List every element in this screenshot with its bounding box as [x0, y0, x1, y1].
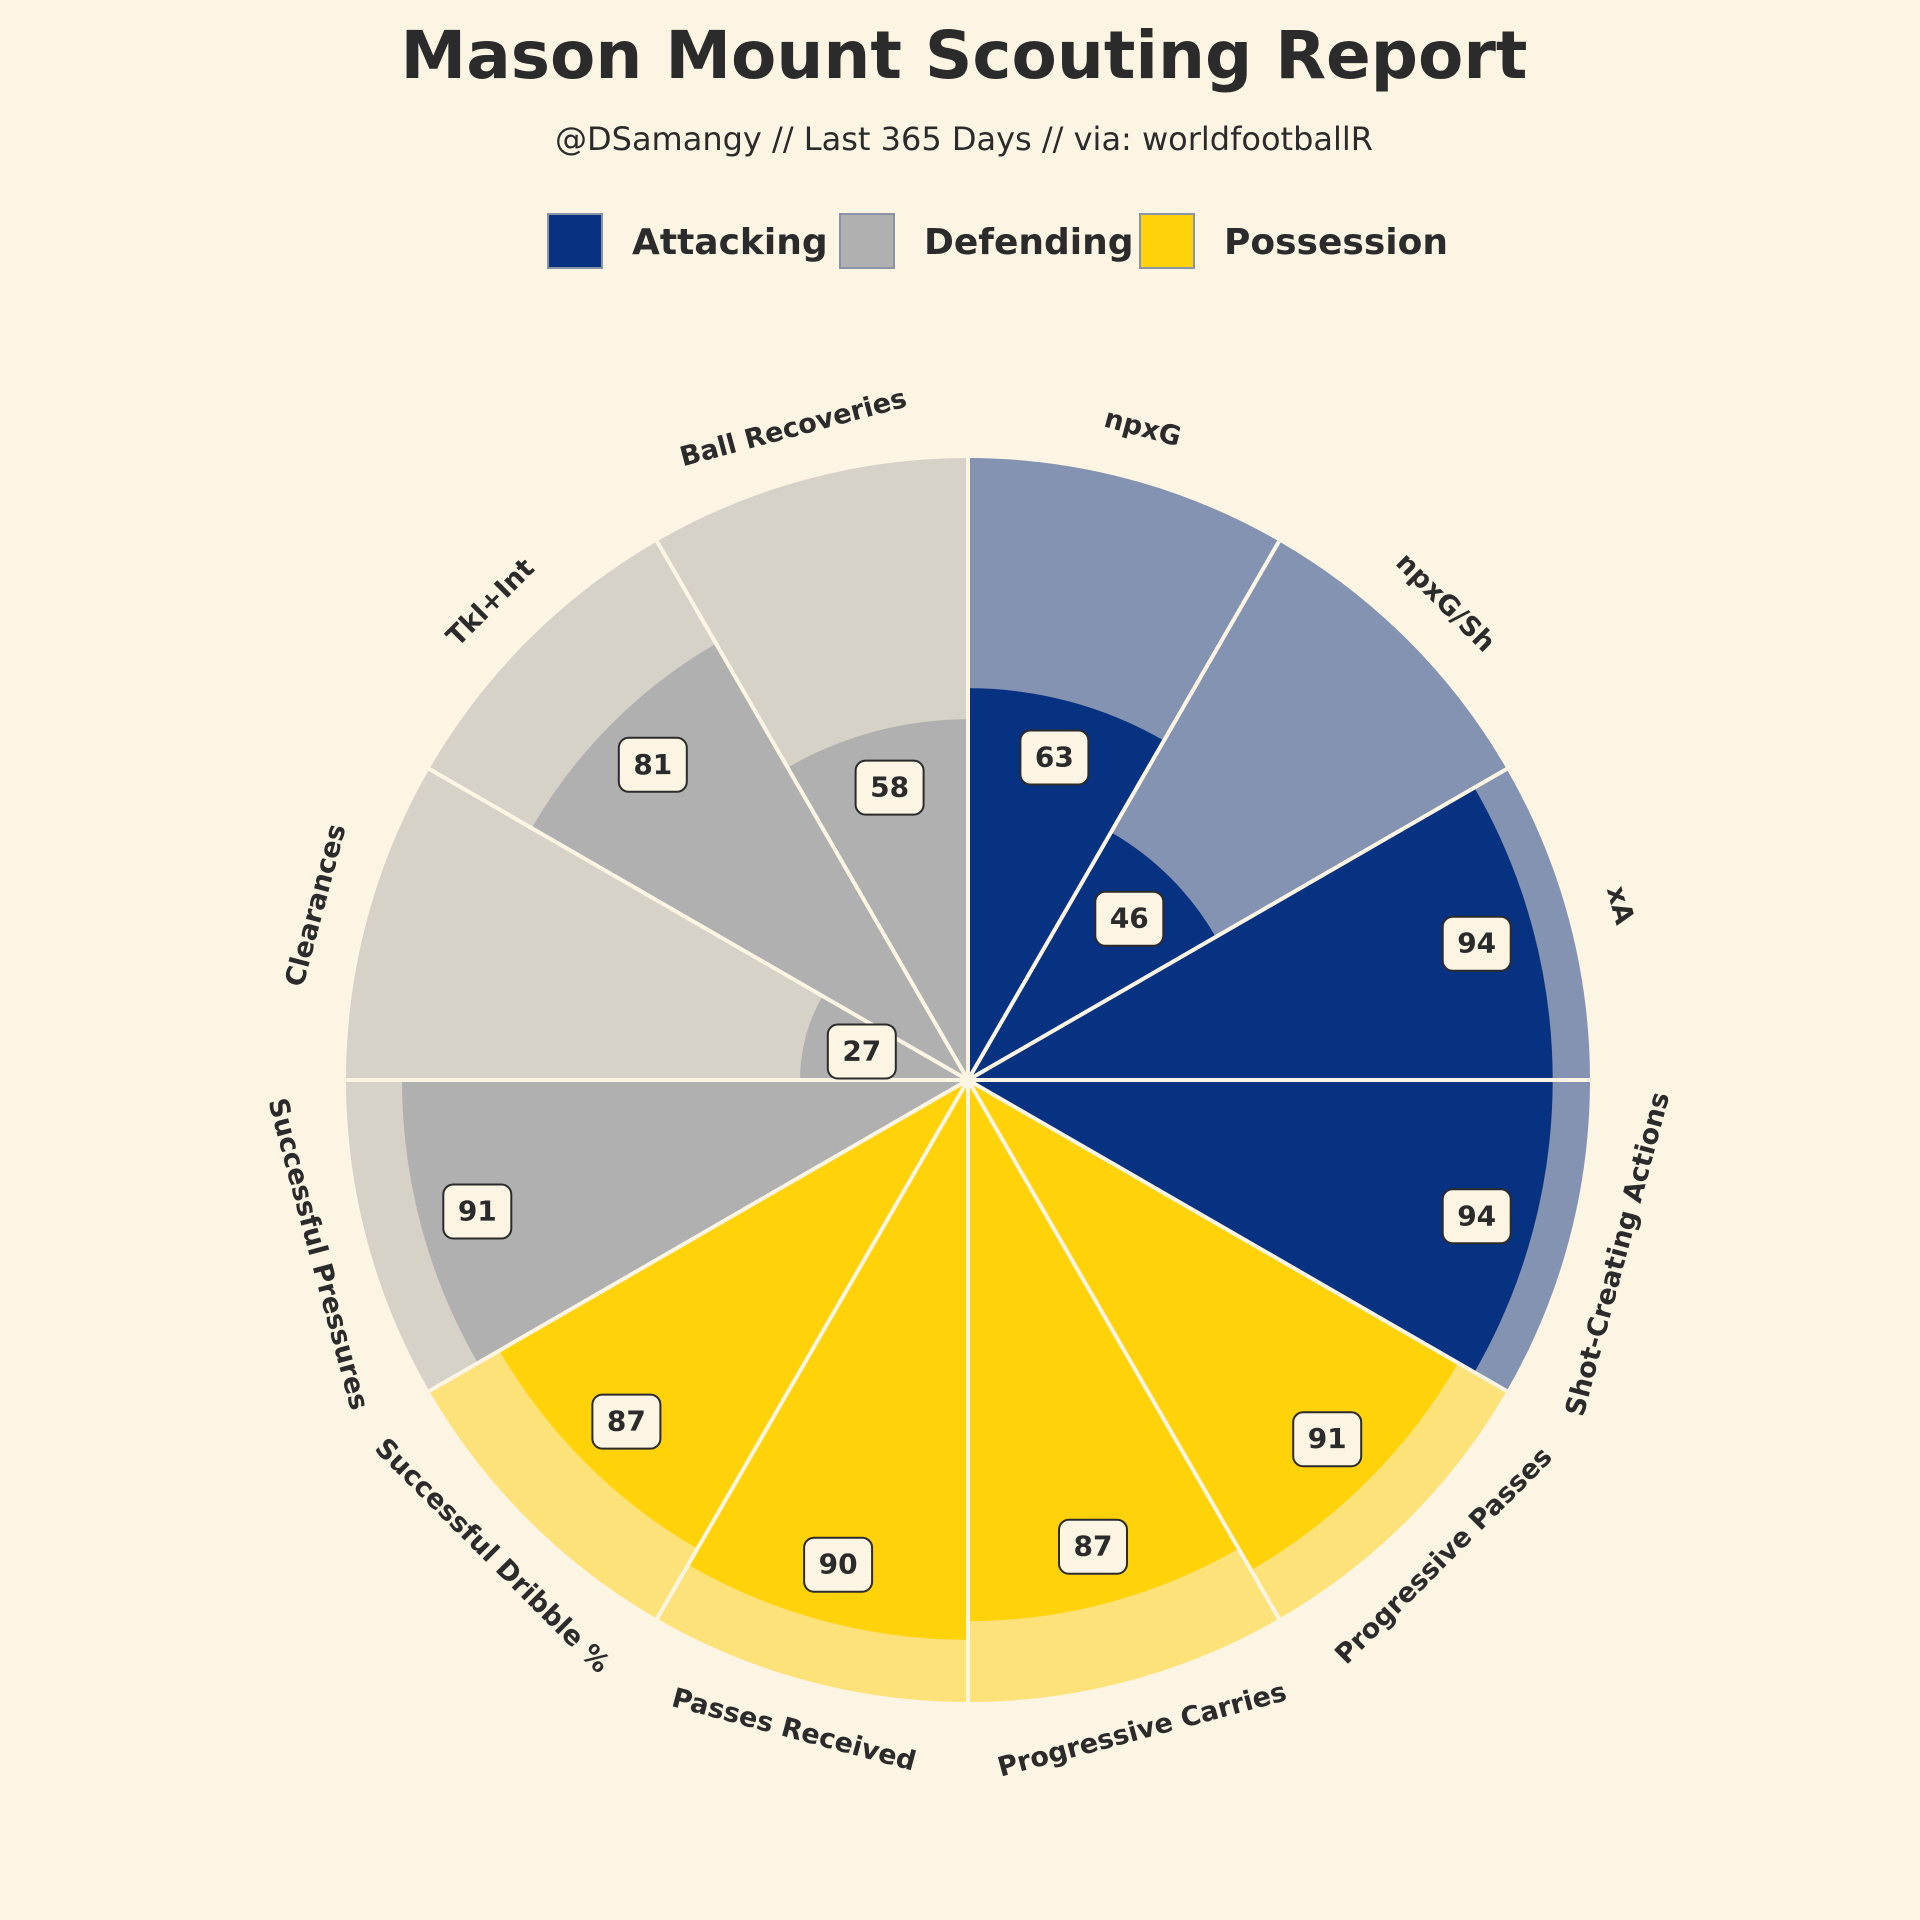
legend-swatch-defending — [839, 213, 895, 269]
bar-progressive-carries — [968, 1080, 1239, 1622]
value-box — [1441, 915, 1512, 972]
value-label-successful-pressures: 91 — [442, 1183, 513, 1240]
legend-swatch-possession — [1139, 213, 1195, 269]
legend-label-attacking: Attacking — [632, 222, 828, 263]
value-box — [1019, 729, 1090, 786]
value-text: 63 — [1035, 741, 1074, 774]
bar-successful-pressures — [401, 1080, 969, 1364]
separator-line — [967, 766, 1510, 1082]
metric-label-clearances: Clearances — [279, 821, 352, 990]
value-label-progressive-passes: 91 — [1292, 1411, 1363, 1468]
value-box — [1094, 890, 1165, 947]
legend-swatch-attacking — [547, 213, 603, 269]
value-label-passes-received: 90 — [803, 1536, 874, 1593]
value-text: 87 — [607, 1405, 646, 1438]
value-text: 91 — [458, 1195, 497, 1228]
separator-line — [966, 1079, 1282, 1622]
metric-label-tkl-int: Tkl+Int — [441, 553, 541, 653]
wedge-separators — [344, 456, 1592, 1704]
value-text: 94 — [1457, 1199, 1496, 1232]
legend-label-defending: Defending — [924, 222, 1134, 263]
value-label-ball-recoveries: 58 — [854, 759, 925, 816]
value-box — [1441, 1188, 1512, 1245]
separator-line — [654, 1079, 970, 1622]
separator-line — [966, 538, 1282, 1081]
legend: Attacking Defending Possession — [547, 213, 1448, 269]
metric-label-ball-recoveries: Ball Recoveries — [677, 383, 910, 473]
bar-xa — [968, 787, 1553, 1080]
value-label-tkl-int: 81 — [617, 736, 688, 793]
metric-label-npxg: npxG — [1101, 403, 1185, 453]
separator-line — [967, 1078, 1510, 1394]
value-label-progressive-carries: 87 — [1058, 1518, 1128, 1575]
legend-label-possession: Possession — [1224, 222, 1448, 263]
bar-passes-received — [688, 1080, 968, 1640]
value-label-npxg-sh: 46 — [1094, 890, 1165, 947]
chart-subtitle: @DSamangy // Last 365 Days // via: world… — [555, 120, 1373, 158]
metric-label-xa: xA — [1600, 883, 1640, 928]
chart-title: Mason Mount Scouting Report — [401, 17, 1528, 94]
bar-shot-creating-actions — [968, 1080, 1553, 1373]
value-box — [1058, 1518, 1128, 1575]
separator-line — [654, 538, 970, 1081]
value-text: 94 — [1457, 927, 1496, 960]
value-box — [803, 1536, 874, 1593]
value-label-successful-dribble: 87 — [591, 1393, 662, 1450]
value-text: 90 — [819, 1548, 858, 1581]
value-text: 81 — [633, 748, 672, 781]
value-text: 46 — [1110, 902, 1149, 935]
value-label-shot-creating-actions: 94 — [1441, 1188, 1512, 1245]
separator-line — [426, 1078, 969, 1394]
value-text: 58 — [870, 771, 909, 804]
value-box — [617, 736, 688, 793]
value-text: 27 — [842, 1035, 881, 1068]
value-box — [854, 759, 925, 816]
value-label-xa: 94 — [1441, 915, 1512, 972]
value-labels: 63 46 94 94 91 87 90 87 91 27 81 58 — [442, 729, 1512, 1593]
bar-npxg — [968, 688, 1164, 1080]
value-box — [826, 1023, 897, 1080]
value-text: 91 — [1308, 1422, 1347, 1455]
value-text: 87 — [1074, 1530, 1113, 1563]
value-box — [591, 1393, 662, 1450]
metric-label-passes-received: Passes Received — [669, 1683, 920, 1778]
value-box — [442, 1183, 513, 1240]
value-label-clearances: 27 — [826, 1023, 897, 1080]
value-label-npxg: 63 — [1019, 729, 1090, 786]
bg-wedge-clearances — [346, 769, 968, 1080]
value-box — [1292, 1411, 1363, 1468]
